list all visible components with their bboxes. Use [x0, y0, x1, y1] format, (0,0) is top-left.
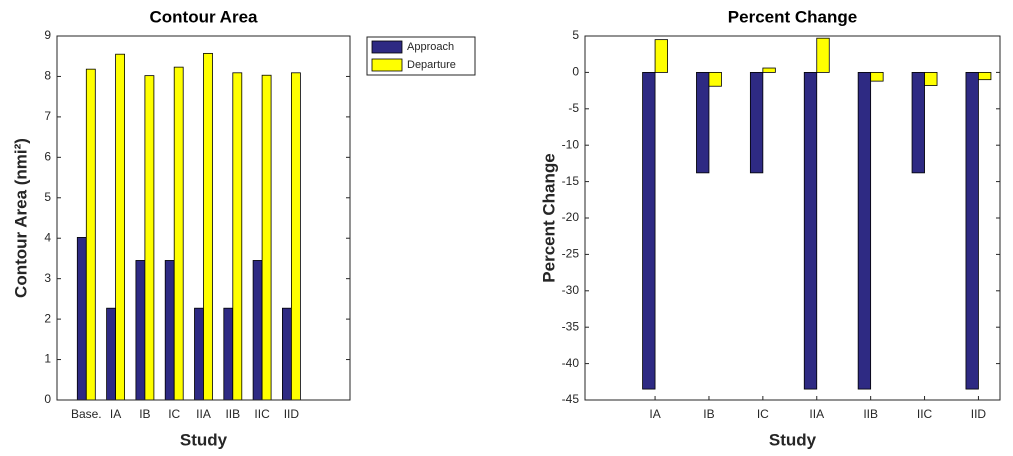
- y-tick-label: -35: [562, 319, 580, 333]
- x-axis-label: Study: [769, 430, 817, 449]
- bar: [85, 68, 96, 401]
- x-tick-label: IID: [284, 407, 300, 421]
- x-axis-label: Study: [180, 430, 228, 449]
- y-tick-label: -40: [562, 356, 580, 370]
- bar: [708, 72, 722, 87]
- x-tick-label: IB: [703, 407, 714, 421]
- bar: [115, 53, 125, 401]
- bar: [696, 72, 710, 174]
- bar: [252, 260, 263, 401]
- chart-title: Contour Area: [150, 7, 259, 26]
- bar: [144, 75, 155, 401]
- bar: [281, 307, 292, 401]
- y-tick-label: 9: [44, 28, 51, 42]
- y-tick-label: 0: [44, 392, 51, 406]
- x-tick-label: IID: [971, 407, 987, 421]
- axes-box: [584, 35, 1001, 401]
- y-tick-label: -10: [562, 137, 580, 151]
- bar: [76, 237, 87, 401]
- x-tick-label: IIA: [196, 407, 211, 421]
- y-tick-label: -25: [562, 247, 580, 261]
- x-tick-label: IA: [649, 407, 660, 421]
- x-tick-label: IB: [139, 407, 150, 421]
- x-tick-label: IIB: [863, 407, 878, 421]
- x-tick-label: IIC: [917, 407, 933, 421]
- legend-swatch: [371, 40, 403, 54]
- bar: [978, 72, 992, 81]
- bar: [232, 72, 243, 401]
- bar: [135, 260, 146, 401]
- y-tick-label: -5: [568, 101, 579, 115]
- bar: [924, 72, 938, 86]
- x-tick-label: IC: [757, 407, 769, 421]
- y-tick-label: -20: [562, 210, 580, 224]
- bar: [223, 307, 234, 401]
- bar: [911, 72, 925, 174]
- bar: [261, 74, 272, 401]
- bar: [164, 260, 175, 401]
- axes-box: [56, 35, 351, 401]
- bar: [194, 307, 204, 401]
- chart-title: Percent Change: [728, 7, 857, 26]
- legend-label: Approach: [407, 41, 454, 53]
- bar: [173, 66, 184, 401]
- y-tick-label: 2: [44, 311, 51, 325]
- bar: [106, 307, 116, 401]
- bar: [749, 72, 764, 174]
- x-tick-label: IA: [110, 407, 121, 421]
- y-tick-label: 3: [44, 271, 51, 285]
- y-tick-label: -15: [562, 174, 580, 188]
- y-tick-label: 8: [44, 69, 51, 83]
- x-tick-label: IIC: [254, 407, 270, 421]
- y-axis-label: Percent Change: [539, 153, 558, 282]
- x-tick-label: IC: [168, 407, 180, 421]
- legend-label: Departure: [407, 59, 456, 71]
- bar: [762, 67, 776, 73]
- y-tick-label: 0: [572, 65, 579, 79]
- x-tick-label: IIB: [225, 407, 240, 421]
- bar: [290, 72, 301, 401]
- y-tick-label: 6: [44, 150, 51, 164]
- x-tick-label: IIA: [809, 407, 824, 421]
- y-axis-label: Contour Area (nmi²): [11, 138, 30, 298]
- bar: [816, 37, 830, 73]
- bar: [803, 72, 818, 390]
- y-tick-label: 1: [44, 352, 51, 366]
- bar: [654, 39, 668, 73]
- bar: [203, 52, 213, 401]
- legend-swatch: [371, 58, 403, 72]
- y-tick-label: 5: [572, 28, 579, 42]
- y-tick-label: 4: [44, 230, 51, 244]
- y-tick-label: -45: [562, 392, 580, 406]
- y-tick-label: 5: [44, 190, 51, 204]
- x-tick-label: Base.: [71, 407, 102, 421]
- bar: [870, 72, 884, 82]
- bar: [965, 72, 979, 390]
- y-tick-label: -30: [562, 283, 580, 297]
- bar: [642, 72, 656, 390]
- bar: [857, 72, 872, 390]
- y-tick-label: 7: [44, 109, 51, 123]
